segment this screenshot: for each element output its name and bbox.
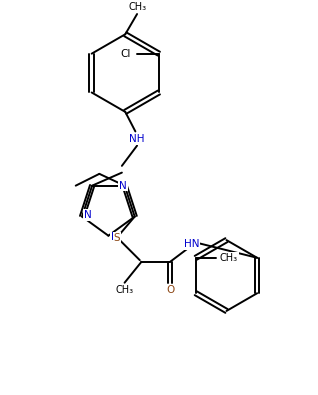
Text: CH₃: CH₃ [128,2,146,11]
Text: N: N [84,210,92,220]
Text: O: O [166,285,174,295]
Text: CH₃: CH₃ [115,285,134,295]
Text: NH: NH [129,134,145,144]
Text: CH₃: CH₃ [220,253,238,263]
Text: Cl: Cl [120,49,130,59]
Text: N: N [111,232,118,243]
Text: S: S [114,233,121,243]
Text: N: N [119,181,127,191]
Text: HN: HN [183,239,199,249]
